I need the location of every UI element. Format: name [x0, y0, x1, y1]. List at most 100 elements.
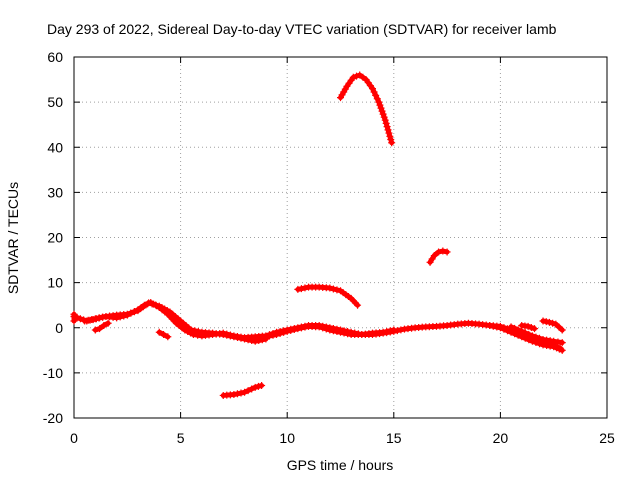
data-point	[230, 333, 238, 341]
data-point	[390, 326, 398, 334]
series-track-2	[70, 299, 270, 345]
data-point	[329, 285, 337, 293]
data-point	[273, 331, 281, 339]
data-point	[290, 326, 298, 334]
data-point	[383, 123, 391, 131]
y-tick-label: 50	[47, 94, 63, 110]
data-point	[258, 336, 266, 344]
data-point	[100, 321, 108, 329]
data-point	[539, 317, 547, 325]
data-point	[439, 247, 447, 255]
data-point	[164, 333, 172, 341]
data-point	[187, 326, 195, 334]
data-point	[384, 126, 392, 134]
data-point	[493, 323, 501, 331]
data-points	[70, 71, 566, 399]
data-point	[248, 337, 256, 345]
data-point	[527, 324, 535, 332]
data-point	[255, 337, 263, 345]
y-tick-label: 10	[47, 275, 63, 291]
data-point	[83, 317, 91, 325]
data-point	[539, 335, 547, 343]
data-point	[377, 104, 385, 112]
data-point	[521, 329, 529, 337]
data-point	[80, 316, 88, 324]
data-point	[500, 325, 508, 333]
data-point	[525, 330, 533, 338]
series-track-12	[539, 317, 566, 334]
data-point	[435, 248, 443, 256]
data-point	[76, 315, 84, 323]
y-tick-label: 0	[55, 320, 63, 336]
data-point	[535, 334, 543, 342]
plot-frame	[73, 56, 608, 419]
data-point	[254, 382, 262, 390]
data-point	[70, 310, 78, 318]
series-track-10	[337, 71, 396, 147]
data-point	[191, 327, 199, 335]
data-point	[160, 331, 168, 339]
y-tick-label: 20	[47, 230, 63, 246]
data-point	[511, 324, 519, 332]
y-tick-label: -10	[43, 365, 63, 381]
x-tick-label: 5	[177, 430, 185, 446]
data-point	[379, 110, 387, 118]
x-tick-label: 20	[493, 430, 509, 446]
data-point	[546, 337, 554, 345]
data-point	[297, 285, 305, 293]
data-point	[349, 73, 357, 81]
data-point	[315, 323, 323, 331]
data-point	[194, 328, 202, 336]
data-point	[489, 322, 497, 330]
data-point	[283, 327, 291, 335]
data-point	[226, 332, 234, 340]
series-track-8	[219, 382, 266, 399]
data-point	[486, 321, 494, 329]
data-point	[550, 337, 558, 345]
data-point	[379, 328, 387, 336]
data-point	[96, 314, 104, 322]
data-point	[430, 252, 438, 260]
data-point	[145, 299, 153, 307]
data-point	[514, 326, 522, 334]
data-point	[378, 107, 386, 115]
data-point	[382, 119, 390, 127]
chart-title: Day 293 of 2022, Sidereal Day-to-day VTE…	[47, 21, 557, 37]
data-point	[251, 383, 259, 391]
data-point	[558, 346, 566, 354]
data-point	[237, 389, 245, 397]
data-point	[504, 327, 512, 335]
data-point	[280, 328, 288, 336]
data-point	[123, 310, 131, 318]
data-point	[532, 333, 540, 341]
data-point	[223, 331, 231, 339]
data-point	[528, 332, 536, 340]
data-point	[269, 331, 277, 339]
data-point	[354, 301, 362, 309]
data-point	[380, 113, 388, 121]
data-point	[99, 313, 107, 321]
y-axis-label: SDTVAR / TECUs	[5, 182, 21, 294]
data-point	[294, 325, 302, 333]
data-point	[237, 334, 245, 342]
data-point	[219, 331, 227, 339]
data-point	[554, 338, 562, 346]
data-point	[352, 72, 360, 80]
data-point	[251, 337, 259, 345]
data-point	[329, 327, 337, 335]
series-track-13	[518, 321, 539, 333]
data-point	[152, 301, 160, 309]
data-point	[545, 318, 553, 326]
data-point	[89, 316, 97, 324]
data-point	[344, 330, 352, 338]
data-point	[233, 390, 241, 398]
series-track-5	[507, 323, 566, 347]
data-point	[386, 327, 394, 335]
data-point	[496, 324, 504, 332]
data-point	[265, 332, 273, 340]
data-point	[258, 382, 266, 390]
data-point	[518, 327, 526, 335]
data-point	[92, 315, 100, 323]
data-point	[524, 322, 532, 330]
